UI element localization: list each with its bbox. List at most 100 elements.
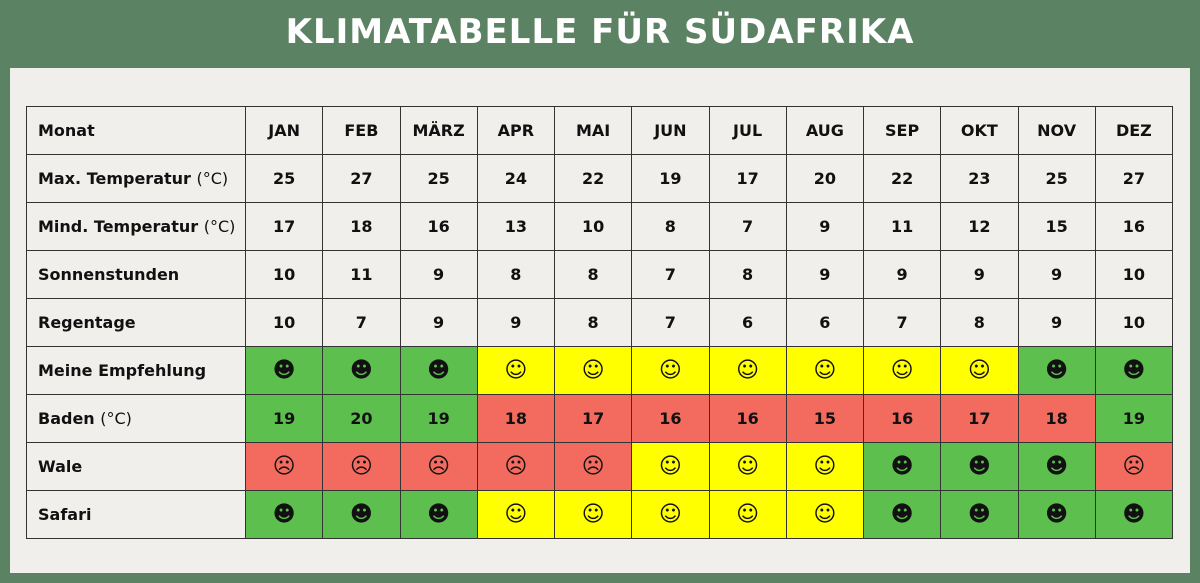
- cell: ☻: [399, 346, 478, 395]
- row-label: Monat: [26, 106, 246, 155]
- cell: 8: [940, 298, 1019, 347]
- cell: 15: [1017, 202, 1096, 251]
- cell: ☺: [553, 346, 633, 395]
- cell: SEP: [862, 106, 942, 155]
- cell: ☻: [1094, 346, 1174, 395]
- row-label: Mind. Temperatur (°C): [26, 202, 246, 251]
- cell: ☻: [1017, 346, 1096, 395]
- cell: 16: [631, 394, 710, 443]
- cell: 15: [785, 394, 865, 443]
- cell: 19: [631, 154, 710, 203]
- label-text: Mind. Temperatur: [38, 217, 199, 236]
- data-row: Safari ☻ ☻ ☻ ☺ ☺ ☺ ☺ ☺ ☻ ☻ ☻ ☻: [26, 490, 1174, 539]
- cell: 9: [785, 250, 865, 299]
- row-label: Sonnenstunden: [26, 250, 246, 299]
- data-row: Baden (°C) 19 20 19 18 17 16 16 15 16 17 18 19: [26, 394, 1174, 443]
- cell: ☺: [476, 490, 556, 539]
- cell: 9: [399, 298, 478, 347]
- cell: APR: [476, 106, 556, 155]
- data-row: Meine Empfehlung ☻ ☻ ☻ ☺ ☺ ☺ ☺ ☺ ☺ ☺ ☻ ☻: [26, 346, 1174, 395]
- cell: ☻: [322, 346, 401, 395]
- cell: ☺: [940, 346, 1019, 395]
- cell: 9: [399, 250, 478, 299]
- cell: ☻: [244, 346, 324, 395]
- label-unit: (°C): [196, 169, 229, 188]
- cell: MÄRZ: [399, 106, 478, 155]
- cell: NOV: [1017, 106, 1096, 155]
- cell: ☺: [785, 346, 865, 395]
- cell: FEB: [322, 106, 401, 155]
- cell: ☺: [476, 346, 556, 395]
- cell: ☺: [708, 442, 787, 491]
- cell: 19: [244, 394, 324, 443]
- cell: 18: [322, 202, 401, 251]
- cell: OKT: [940, 106, 1019, 155]
- data-row: Max. Temperatur (°C) 25 27 25 24 22 19 17 20 22 23…: [26, 154, 1174, 203]
- cell: 11: [862, 202, 942, 251]
- cell: ☻: [1017, 490, 1096, 539]
- cell: ☻: [322, 490, 401, 539]
- cell: ☺: [553, 490, 633, 539]
- cell: 16: [708, 394, 787, 443]
- cell: 8: [476, 250, 556, 299]
- cell: 11: [322, 250, 401, 299]
- cell: JAN: [244, 106, 324, 155]
- cell: ☺: [785, 442, 865, 491]
- cell: 8: [553, 250, 633, 299]
- header-row: Monat JAN FEB MÄRZ APR MAI JUN JUL AUG SEP OKT NOV D…: [26, 106, 1174, 155]
- cell: 10: [1094, 250, 1174, 299]
- cell: 9: [940, 250, 1019, 299]
- label-text: Safari: [38, 505, 92, 524]
- cell: 7: [322, 298, 401, 347]
- cell: 27: [1094, 154, 1174, 203]
- cell: 12: [940, 202, 1019, 251]
- cell: 7: [631, 250, 710, 299]
- cell: 9: [1017, 298, 1096, 347]
- cell: 9: [476, 298, 556, 347]
- cell: ☺: [708, 346, 787, 395]
- row-label: Meine Empfehlung: [26, 346, 246, 395]
- label-unit: (°C): [100, 409, 132, 428]
- cell: JUL: [708, 106, 787, 155]
- cell: 9: [862, 250, 942, 299]
- cell: 10: [244, 298, 324, 347]
- cell: ☹: [399, 442, 478, 491]
- data-row: Wale ☹ ☹ ☹ ☹ ☹ ☺ ☺ ☺ ☻ ☻ ☻ ☹: [26, 442, 1174, 491]
- cell: 10: [1094, 298, 1174, 347]
- cell: ☹: [244, 442, 324, 491]
- cell: ☻: [399, 490, 478, 539]
- cell: 19: [1094, 394, 1174, 443]
- label-text: Max. Temperatur: [38, 169, 191, 188]
- cell: ☻: [1017, 442, 1096, 491]
- cell: 20: [785, 154, 865, 203]
- row-label: Safari: [26, 490, 246, 539]
- cell: 18: [1017, 394, 1096, 443]
- cell: 17: [553, 394, 633, 443]
- cell: 17: [244, 202, 324, 251]
- cell: ☺: [862, 346, 942, 395]
- cell: ☺: [631, 490, 710, 539]
- row-label: Wale: [26, 442, 246, 491]
- cell: 22: [862, 154, 942, 203]
- cell: MAI: [553, 106, 633, 155]
- cell: 16: [399, 202, 478, 251]
- cell: 22: [553, 154, 633, 203]
- cell: 7: [862, 298, 942, 347]
- cell: 7: [708, 202, 787, 251]
- label-text: Monat: [38, 121, 95, 140]
- cell: 6: [708, 298, 787, 347]
- cell: 16: [1094, 202, 1174, 251]
- cell: ☺: [631, 346, 710, 395]
- cell: 10: [553, 202, 633, 251]
- label-text: Baden: [38, 409, 95, 428]
- cell: ☻: [244, 490, 324, 539]
- cell: 9: [785, 202, 865, 251]
- cell: DEZ: [1094, 106, 1174, 155]
- title: KLIMATABELLE FÜR SÜDAFRIKA: [285, 12, 915, 52]
- row-label: Regentage: [26, 298, 246, 347]
- cell: 25: [244, 154, 324, 203]
- cell: 19: [399, 394, 478, 443]
- cell: 20: [322, 394, 401, 443]
- cell: ☻: [940, 442, 1019, 491]
- cell: 8: [708, 250, 787, 299]
